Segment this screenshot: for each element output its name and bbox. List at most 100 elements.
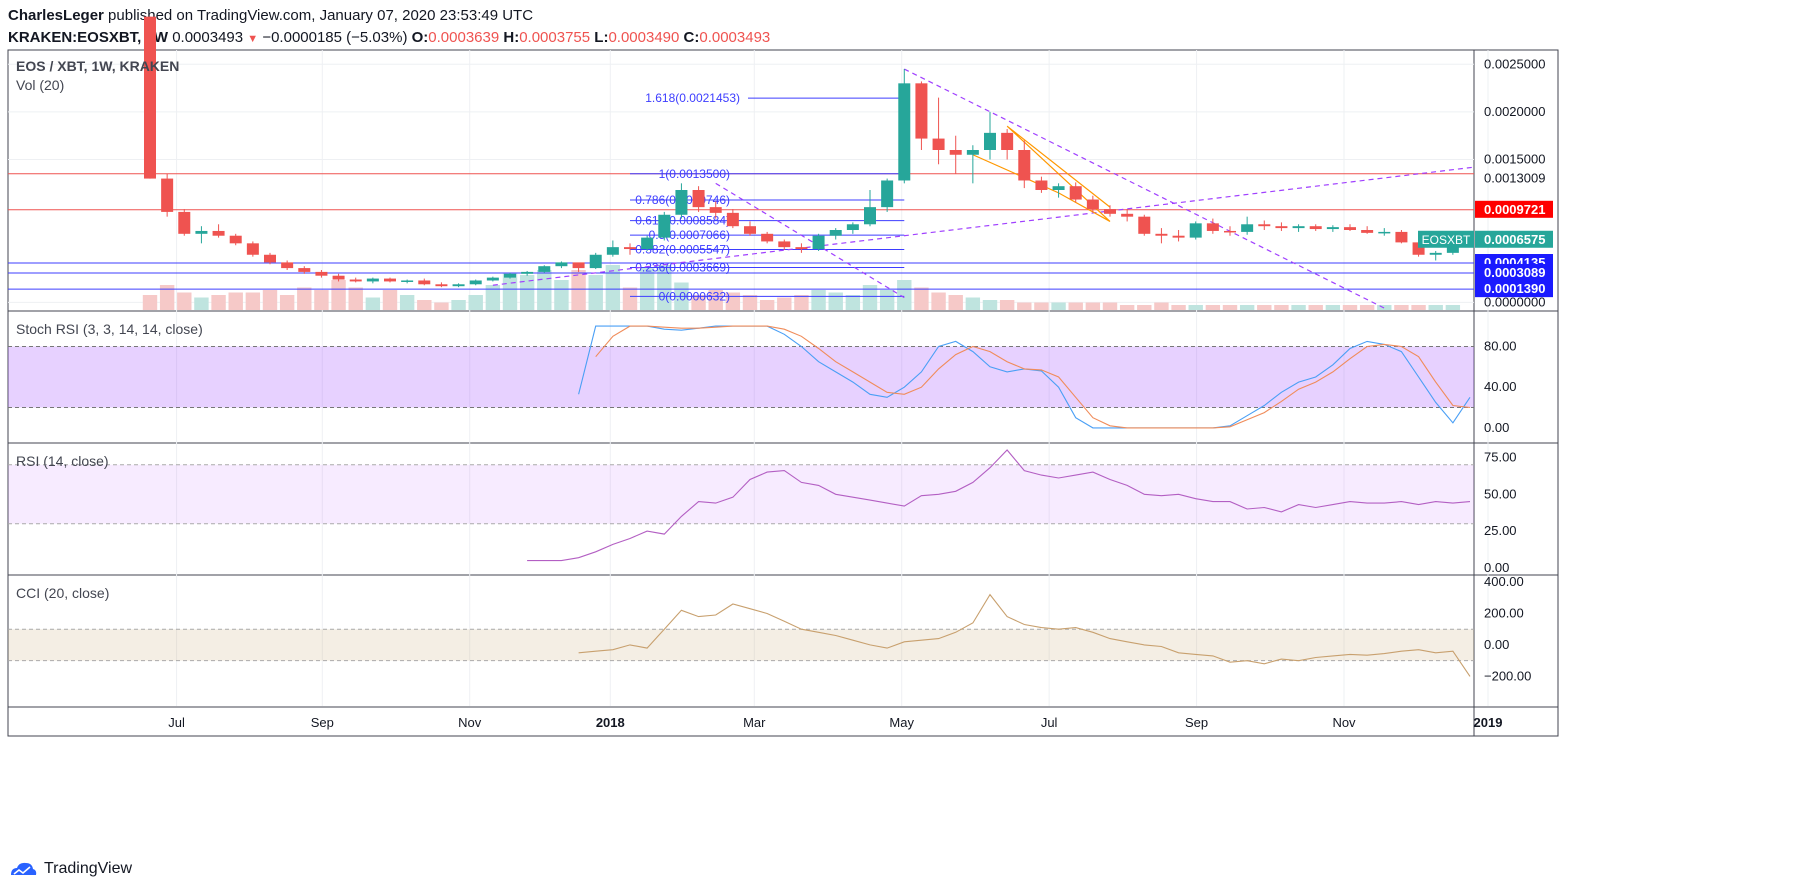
candle-body	[864, 207, 876, 225]
volume-bar	[657, 265, 672, 310]
indicator-line-d	[595, 325, 1471, 429]
candle-body	[675, 190, 688, 215]
footer-brand[interactable]: TradingView	[44, 860, 133, 877]
candle	[555, 261, 568, 269]
indicator-title: RSI (14, close)	[16, 453, 109, 469]
candle-body	[1035, 180, 1048, 190]
candle	[435, 282, 448, 288]
candle	[864, 190, 876, 227]
volume-bar	[159, 285, 175, 310]
candle	[212, 224, 225, 238]
candle	[366, 277, 379, 284]
indicator-band	[8, 346, 1474, 408]
volume-bar	[1274, 305, 1289, 310]
indicator-tick-label: 400.00	[1484, 574, 1524, 589]
candle	[281, 260, 294, 270]
candle	[538, 265, 551, 273]
candle-body	[178, 211, 191, 234]
candle-body	[384, 278, 396, 282]
candle	[1018, 140, 1031, 189]
candle-body	[744, 226, 756, 234]
volume-bar	[1359, 305, 1375, 310]
candle	[1395, 230, 1408, 244]
candle-body	[504, 273, 516, 278]
candle-body	[709, 207, 722, 213]
candle	[1292, 224, 1305, 232]
volume-bar	[1291, 305, 1306, 310]
candle	[726, 209, 739, 229]
candle-body	[795, 247, 808, 250]
candle	[161, 173, 174, 217]
candle-body	[589, 254, 602, 269]
trend-line-descending	[904, 68, 1385, 309]
volume-bar	[1119, 305, 1135, 310]
candle-body	[984, 132, 996, 150]
x-tick-label: Mar	[743, 715, 766, 730]
fib-label: 1.618(0.0021453)	[645, 91, 740, 105]
indicator-line-cci	[578, 593, 1471, 677]
price-tick-label: 0.0000000	[1484, 294, 1545, 309]
candle-body	[538, 266, 551, 272]
candle	[1309, 224, 1322, 231]
candle	[692, 186, 705, 212]
x-tick-label: Sep	[1185, 715, 1208, 730]
candle-body	[401, 280, 414, 282]
indicator-tick-label: 0.00	[1484, 637, 1509, 652]
candle	[898, 69, 911, 184]
indicator-band	[8, 464, 1474, 524]
volume-bar	[794, 295, 809, 310]
candle-body	[692, 190, 705, 208]
candle	[1361, 226, 1374, 234]
volume-bar	[348, 287, 363, 310]
high-label: H:	[503, 29, 520, 46]
indicator-tick-label: 25.00	[1484, 523, 1517, 538]
candle-body	[761, 233, 774, 242]
candle	[812, 233, 825, 251]
high-value: 0.0003755	[519, 29, 591, 46]
volume-bar	[451, 300, 466, 310]
candle-body	[1206, 223, 1219, 231]
price-level-label: 0.0009721	[1484, 202, 1545, 217]
candle	[1172, 230, 1185, 242]
candle	[1052, 183, 1065, 198]
candle-body	[1052, 186, 1065, 190]
down-arrow-icon: ▼	[247, 33, 259, 45]
candle	[349, 277, 362, 283]
price-level-label: 0.0001390	[1484, 281, 1545, 296]
close-label: C:	[683, 29, 700, 46]
candle	[246, 241, 259, 257]
candle	[1224, 226, 1236, 236]
volume-bar	[999, 300, 1015, 310]
candle	[795, 243, 808, 253]
candle-body	[778, 241, 791, 248]
candle	[1326, 225, 1339, 232]
volume-bar	[468, 295, 483, 310]
tradingview-logo-icon[interactable]	[8, 860, 38, 878]
candle-body	[486, 277, 499, 281]
candle	[658, 211, 671, 241]
volume-bar	[142, 295, 158, 310]
candle	[984, 111, 996, 160]
candle	[1206, 218, 1219, 234]
price-tick-label: 0.0015000	[1484, 152, 1545, 167]
volume-bar	[759, 300, 775, 310]
candle	[418, 278, 431, 286]
volume-bar	[1205, 305, 1221, 310]
candle-body	[915, 83, 928, 139]
chart-title: EOS / XBT, 1W, KRAKEN	[16, 58, 179, 74]
candle	[1086, 195, 1099, 212]
price-level-tag	[1475, 200, 1553, 218]
author-name[interactable]: CharlesLeger	[8, 7, 104, 24]
candle-body	[949, 150, 962, 155]
candle	[229, 233, 242, 246]
candle-body	[246, 243, 259, 255]
candle	[504, 272, 516, 279]
candle	[1275, 222, 1288, 231]
candle-body	[726, 212, 739, 227]
candle-body	[1138, 216, 1151, 234]
low-value: 0.0003490	[608, 29, 680, 46]
candle	[641, 235, 654, 251]
candle	[881, 178, 894, 212]
candle-body	[1309, 226, 1322, 230]
